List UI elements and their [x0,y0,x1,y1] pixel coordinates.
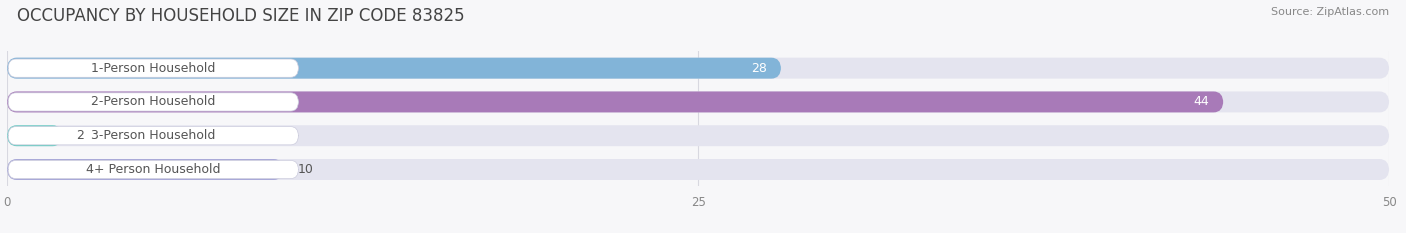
Text: 2-Person Household: 2-Person Household [91,96,215,108]
Text: OCCUPANCY BY HOUSEHOLD SIZE IN ZIP CODE 83825: OCCUPANCY BY HOUSEHOLD SIZE IN ZIP CODE … [17,7,464,25]
FancyBboxPatch shape [7,92,1389,112]
Text: 44: 44 [1194,96,1209,108]
FancyBboxPatch shape [7,92,1223,112]
Text: 1-Person Household: 1-Person Household [91,62,215,75]
Text: 10: 10 [297,163,314,176]
FancyBboxPatch shape [7,159,1389,180]
FancyBboxPatch shape [7,58,1389,79]
FancyBboxPatch shape [8,93,298,111]
Text: 28: 28 [751,62,768,75]
Text: 4+ Person Household: 4+ Person Household [86,163,221,176]
FancyBboxPatch shape [8,127,298,145]
FancyBboxPatch shape [7,58,780,79]
Text: 2: 2 [76,129,84,142]
FancyBboxPatch shape [7,159,284,180]
FancyBboxPatch shape [7,125,1389,146]
FancyBboxPatch shape [8,160,298,179]
FancyBboxPatch shape [8,59,298,77]
Text: 3-Person Household: 3-Person Household [91,129,215,142]
Text: Source: ZipAtlas.com: Source: ZipAtlas.com [1271,7,1389,17]
FancyBboxPatch shape [7,125,62,146]
